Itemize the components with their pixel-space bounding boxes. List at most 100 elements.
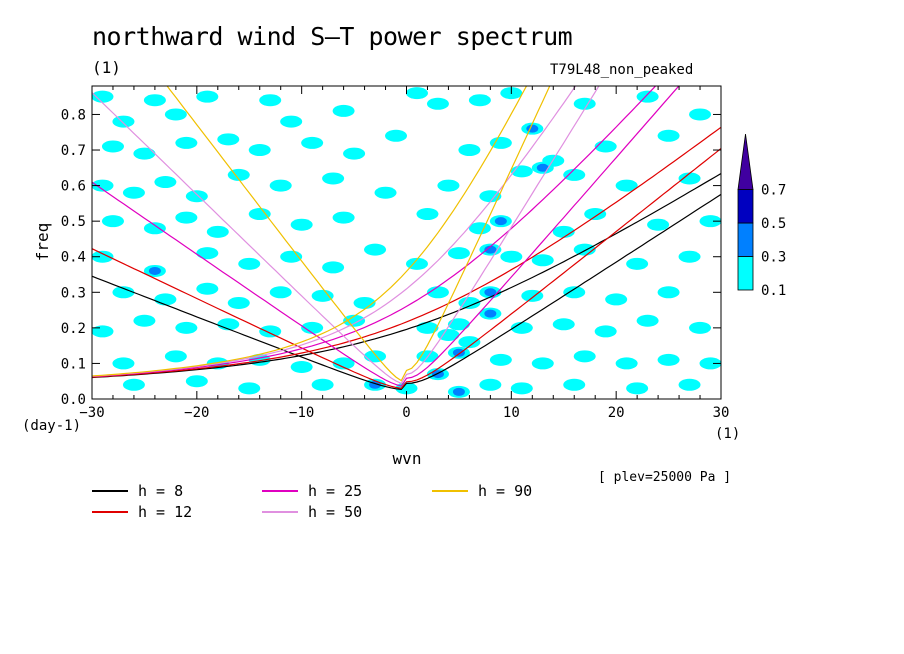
x-tick-label: 30 (713, 405, 730, 421)
y-unit-label: (day-1) (22, 418, 81, 434)
contour-blob (563, 168, 586, 181)
dispersion-curve-kelvin (92, 86, 600, 385)
contour-blob (133, 314, 156, 327)
contour-blob (185, 190, 208, 203)
contour-blob (353, 296, 376, 309)
contour-blob (626, 382, 649, 395)
contour-blob (489, 136, 512, 149)
contour-blob (699, 215, 721, 228)
contour-blob (678, 250, 701, 263)
contour-blob (479, 378, 502, 391)
y-axis-label: freq (33, 223, 52, 262)
contour-blob (437, 179, 460, 192)
contour-blob (510, 382, 533, 395)
contour-blob (605, 293, 628, 306)
contour-blob (301, 136, 324, 149)
contour-blob (112, 286, 135, 299)
contour-blob (154, 293, 177, 306)
contour-blob (164, 108, 187, 121)
legend: h = 8 h = 12 h = 25 h = 50 h = 90 (92, 482, 532, 521)
x-axis-label: wvn (393, 449, 422, 468)
contour-blob (426, 286, 449, 299)
contour-blob (122, 378, 145, 391)
y-tick-label: 0.5 (61, 214, 86, 230)
contour-blob (458, 144, 481, 157)
x-tick-label: −20 (184, 405, 209, 421)
contour-core (452, 348, 465, 357)
contour-blob (301, 321, 324, 334)
contour-blob (332, 211, 355, 224)
contour-blob (92, 325, 114, 338)
contour-core (536, 163, 549, 172)
contour-blob (248, 208, 271, 221)
contour-core (484, 309, 497, 318)
x-tick-label: 0 (402, 405, 410, 421)
contour-blob (678, 172, 701, 185)
contour-blob (322, 261, 345, 274)
contour-blob (343, 314, 366, 327)
contour-blob (615, 357, 638, 370)
contour-blob (322, 172, 345, 185)
dispersion-curve-kelvin (92, 193, 721, 391)
contour-blob (626, 257, 649, 270)
contour-blob (196, 282, 219, 295)
contour-blob (92, 179, 114, 192)
legend-label: h = 90 (478, 482, 532, 500)
legend-label: h = 50 (308, 503, 362, 521)
x-tick-label: −10 (289, 405, 314, 421)
contour-blob (206, 225, 229, 238)
contour-blob (133, 147, 156, 160)
contour-blob (636, 90, 659, 103)
colorbar-label: 0.1 (761, 283, 786, 299)
dispersion-curve (92, 172, 721, 379)
contour-blob (332, 357, 355, 370)
contour-blob (657, 353, 680, 366)
contour-blob (185, 375, 208, 388)
colorbar: 0.1 0.3 0.5 0.7 (737, 133, 786, 299)
contour-blob (269, 286, 292, 299)
colorbar-segment (737, 256, 754, 291)
contour-core (484, 245, 497, 254)
contour-blob (447, 318, 470, 331)
contour-blob (552, 318, 575, 331)
contour-blob (112, 357, 135, 370)
contour-blob (458, 296, 481, 309)
pressure-level-note: [ plev=25000 Pa ] (598, 470, 732, 485)
contour-blob (563, 378, 586, 391)
dispersion-curves (92, 86, 721, 391)
contour-blob (332, 104, 355, 117)
contour-blob (196, 247, 219, 260)
colorbar-label: 0.7 (761, 183, 786, 199)
contour-blob (657, 129, 680, 142)
legend-label: h = 12 (138, 503, 192, 521)
contour-blob (227, 296, 250, 309)
contour-blob (290, 360, 313, 373)
contour-blob (385, 129, 408, 142)
contour-blob (269, 179, 292, 192)
contour-blob (259, 325, 282, 338)
contour-blob (290, 218, 313, 231)
contour-core (494, 217, 507, 226)
y-tick-label: 0.6 (61, 179, 86, 195)
contour-blob (437, 328, 460, 341)
contour-core (484, 288, 497, 297)
axes: −30 −20 −10 0 10 20 30 0.0 0.1 0.2 0.3 0.4 0.5 0.6 0.7… (61, 86, 730, 421)
contour-blob (594, 325, 617, 338)
contour-blob (405, 87, 428, 100)
contour-blob (280, 115, 303, 128)
colorbar-segment (737, 222, 754, 257)
contour-blob (573, 350, 596, 363)
contour-blob (426, 97, 449, 110)
contour-blob (175, 211, 198, 224)
contour-blob (143, 222, 166, 235)
power-contours (92, 87, 721, 398)
contour-blob (122, 186, 145, 199)
contour-blob (678, 378, 701, 391)
contour-blob (112, 115, 135, 128)
contour-blob (647, 218, 670, 231)
dispersion-curve (92, 86, 528, 377)
y-tick-label: 0.1 (61, 356, 86, 372)
colorbar-arrow (737, 133, 754, 190)
contour-blob (311, 289, 334, 302)
